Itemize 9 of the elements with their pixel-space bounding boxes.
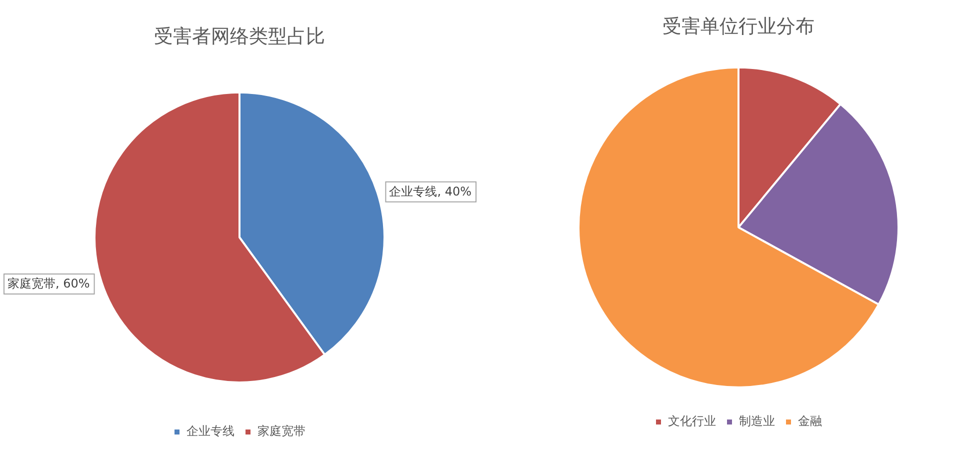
legend-label: 金融 xyxy=(798,414,822,428)
data-label: 家庭宽带, 60% xyxy=(7,276,90,291)
data-label: 企业专线, 40% xyxy=(389,184,472,198)
chart-title: 受害者网络类型占比 xyxy=(154,25,325,48)
legend-label: 企业专线 xyxy=(186,424,234,438)
chart-title: 受害单位行业分布 xyxy=(662,15,814,38)
legend-label: 文化行业 xyxy=(668,414,716,428)
legend-label: 家庭宽带 xyxy=(258,424,306,438)
legend-label: 制造业 xyxy=(739,414,775,428)
